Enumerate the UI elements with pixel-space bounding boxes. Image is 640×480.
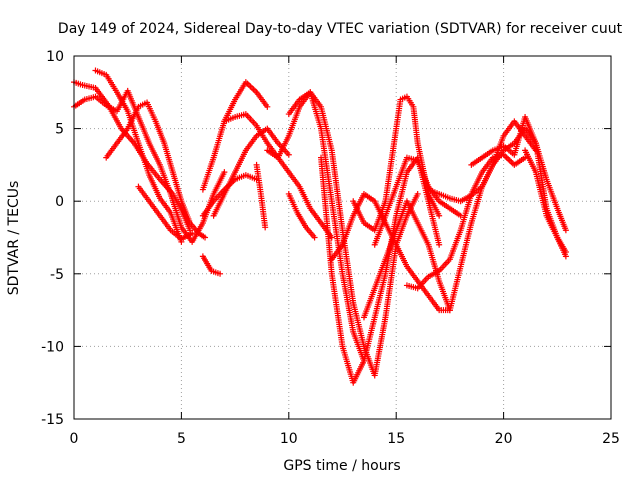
data-points: satellite arc Asatellite arc Bsatellite … xyxy=(71,67,569,386)
series-18: satellite arc R xyxy=(350,93,443,234)
series-4: satellite arc D xyxy=(103,99,209,241)
y-tick-label: -15 xyxy=(41,412,64,428)
data-point xyxy=(262,224,269,231)
data-point xyxy=(202,234,209,241)
plot-frame xyxy=(74,56,611,419)
data-point xyxy=(264,103,271,110)
y-tick-label: -5 xyxy=(50,267,64,283)
series-5: satellite arc E xyxy=(135,183,196,242)
y-tick-label: 0 xyxy=(55,194,64,210)
x-tick-label: 15 xyxy=(387,431,405,447)
series-14: satellite arc N xyxy=(285,190,318,241)
series-8: satellite arc H xyxy=(199,253,224,277)
series-24: satellite arc X xyxy=(522,147,569,256)
x-tick-label: 5 xyxy=(177,431,186,447)
x-axis-label: GPS time / hours xyxy=(283,458,400,474)
y-tick-label: -10 xyxy=(41,339,64,355)
x-tick-label: 0 xyxy=(70,431,79,447)
data-point xyxy=(217,270,224,277)
data-point xyxy=(562,227,569,234)
plot-border xyxy=(73,55,612,420)
y-axis-label: SDTVAR / TECUs xyxy=(6,181,22,296)
data-point xyxy=(311,234,318,241)
chart-title: Day 149 of 2024, Sidereal Day-to-day VTE… xyxy=(58,21,623,37)
data-point xyxy=(414,190,421,197)
y-tick-label: 10 xyxy=(46,49,64,65)
data-point xyxy=(522,154,529,161)
series-6: satellite arc F xyxy=(199,79,271,193)
x-tick-label: 10 xyxy=(280,431,298,447)
series-13: satellite arc M xyxy=(285,89,421,379)
series-17: satellite arc Q xyxy=(360,198,453,321)
y-tick-label: 5 xyxy=(55,122,64,138)
x-tick-label: 20 xyxy=(495,431,513,447)
series-9: satellite arc I xyxy=(210,125,292,219)
x-tick-label: 25 xyxy=(602,431,620,447)
series-11: satellite arc K xyxy=(253,161,269,231)
data-point xyxy=(189,230,196,237)
series-20: satellite arc T xyxy=(403,151,529,292)
series-19: satellite arc S xyxy=(371,154,464,248)
data-point xyxy=(436,212,443,219)
data-point xyxy=(285,151,292,158)
series-3: satellite arc C xyxy=(92,67,185,245)
data-point xyxy=(436,241,443,248)
data-point xyxy=(562,249,569,256)
plot-area: satellite arc Asatellite arc Bsatellite … xyxy=(41,49,620,447)
data-point xyxy=(328,234,335,241)
data-point xyxy=(221,169,228,176)
axis-ticks: 0 5 10 15 20 25 -15 -10 -5 0 5 10 xyxy=(41,49,620,447)
